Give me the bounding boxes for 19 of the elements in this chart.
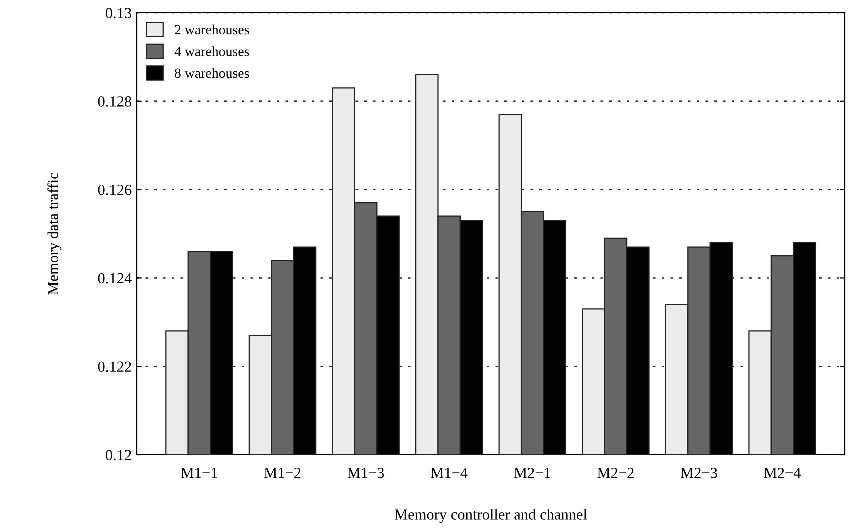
x-tick-label: M1−4 (431, 468, 468, 478)
legend-label: 4 warehouses (174, 46, 250, 56)
x-tick-label: M1−1 (181, 468, 218, 478)
x-tick-label: M1−2 (264, 468, 301, 478)
x-tick-label: M1−3 (348, 468, 384, 478)
x-tick-label: M2−2 (598, 468, 634, 478)
x-axis-title: Memory controller and channel (394, 509, 588, 524)
y-axis-title: Memory data traffic (48, 173, 62, 295)
y-tick-label: 0.126 (98, 184, 132, 196)
y-tick-label: 0.128 (98, 96, 132, 107)
x-tick-label: M2−1 (514, 468, 550, 478)
legend-label: 2 warehouses (175, 24, 250, 35)
legend-label: 8 warehouses (175, 68, 250, 78)
y-tick-label: 0.124 (98, 273, 132, 284)
y-tick-label: 0.12 (106, 450, 132, 461)
y-tick-label: 0.122 (98, 362, 132, 372)
x-tick-label: M2−4 (764, 468, 802, 478)
y-tick-label: 0.13 (106, 8, 132, 19)
x-tick-label: M2−3 (680, 468, 718, 478)
